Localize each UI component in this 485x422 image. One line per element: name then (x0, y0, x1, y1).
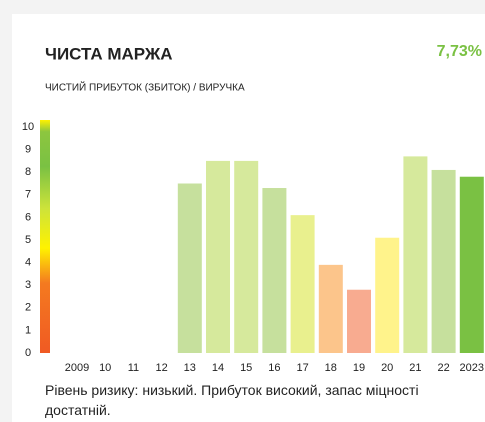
x-tick-label: 17 (296, 362, 308, 374)
y-tick-label: 3 (25, 279, 31, 291)
x-tick-label: 2023 (460, 362, 484, 374)
bar (375, 237, 400, 353)
y-tick-label: 4 (25, 257, 31, 269)
y-tick-label: 6 (25, 211, 31, 223)
x-tick-label: 20 (381, 362, 393, 374)
y-tick-label: 2 (25, 302, 31, 314)
y-tick-label: 1 (25, 324, 31, 336)
y-tick-label: 8 (25, 166, 31, 178)
x-tick-label: 21 (409, 362, 421, 374)
bar (206, 160, 230, 353)
bar (403, 156, 428, 353)
y-tick-label: 7 (25, 189, 31, 201)
bar (459, 176, 484, 353)
bar (262, 188, 287, 353)
x-tick-label: 18 (325, 362, 337, 374)
color-scale (40, 120, 50, 353)
x-tick-label: 10 (99, 362, 111, 374)
bar (347, 289, 371, 353)
bar (290, 215, 315, 353)
bar (234, 160, 259, 353)
x-tick-label: 19 (353, 362, 365, 374)
x-tick-label: 14 (212, 362, 224, 374)
bar (177, 183, 202, 353)
headline-value: 7,73% (437, 43, 482, 60)
x-tick-label: 2009 (65, 362, 89, 374)
bar (431, 169, 456, 353)
y-tick-label: 10 (22, 121, 34, 133)
x-tick-label: 11 (128, 362, 139, 374)
x-tick-label: 22 (437, 362, 449, 374)
note: Рівень ризику: низький. Прибуток високий… (45, 382, 419, 418)
bar (318, 264, 343, 353)
x-tick-label: 15 (240, 362, 252, 374)
chart-title: ЧИСТА МАРЖА (45, 44, 173, 63)
x-tick-label: 12 (155, 362, 167, 374)
y-tick-label: 9 (25, 144, 31, 156)
x-tick-label: 16 (268, 362, 280, 374)
x-tick-label: 13 (184, 362, 196, 374)
subtitle: ЧИСТИЙ ПРИБУТОК (ЗБИТОК) / ВИРУЧКА (45, 81, 245, 94)
y-tick-label: 5 (25, 234, 31, 246)
y-tick-label: 0 (25, 347, 31, 359)
